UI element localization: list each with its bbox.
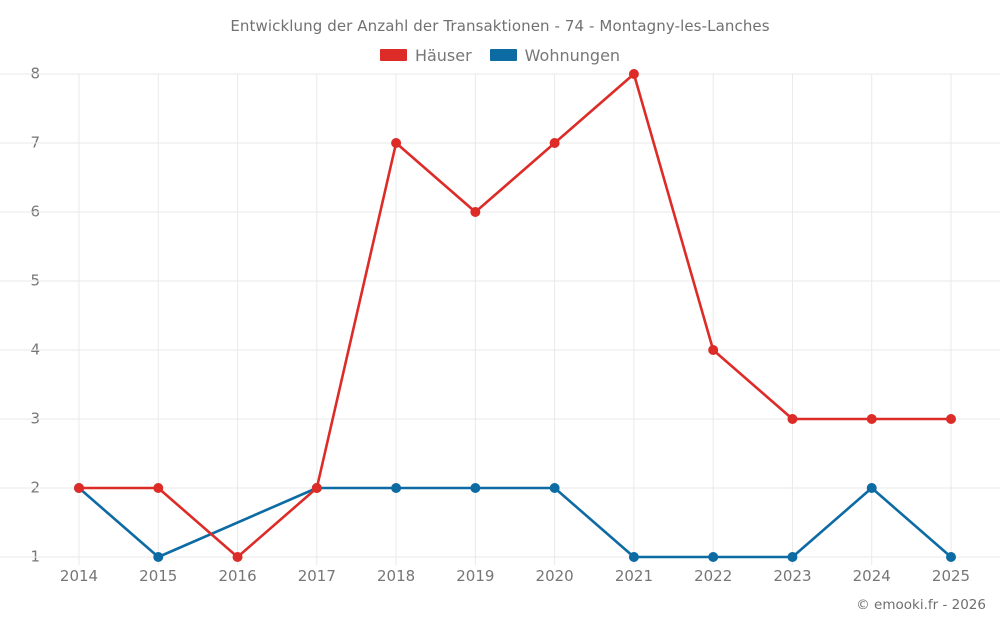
chart-title: Entwicklung der Anzahl der Transaktionen… [230, 17, 770, 35]
x-tick-label: 2022 [694, 567, 733, 585]
x-tick-label: 2016 [218, 567, 257, 585]
data-point-hauser[interactable] [470, 207, 481, 217]
data-point-hauser[interactable] [866, 414, 877, 424]
plot-area [0, 69, 1000, 565]
plot-svg [0, 69, 1000, 565]
data-point-wohnungen[interactable] [470, 483, 481, 493]
chart-legend: Häuser Wohnungen [0, 43, 1000, 67]
legend-label-hauser: Häuser [414, 45, 472, 65]
data-point-hauser[interactable] [549, 138, 560, 148]
series-layer [74, 69, 956, 562]
x-tick-label: 2023 [773, 567, 812, 585]
data-point-wohnungen[interactable] [628, 552, 639, 562]
x-axis: 2014 2015 2016 2017 2018 2019 2020 2021 2022 2023… [47, 569, 985, 591]
data-point-wohnungen[interactable] [549, 483, 560, 493]
x-tick-label: 2024 [852, 567, 891, 585]
legend-item-wohnungen[interactable]: Wohnungen [489, 45, 621, 65]
series-line-wohnungen [77, 486, 953, 559]
x-tick-label: 2017 [297, 567, 336, 585]
data-point-hauser[interactable] [153, 483, 164, 493]
x-tick-label: 2020 [535, 567, 574, 585]
data-point-wohnungen[interactable] [787, 552, 798, 562]
data-point-hauser[interactable] [628, 69, 639, 79]
x-tick-label: 2014 [59, 567, 99, 585]
x-tick-label: 2021 [614, 567, 653, 585]
gridlines [0, 73, 1000, 565]
x-tick-label: 2018 [376, 567, 416, 585]
data-point-hauser[interactable] [787, 414, 798, 424]
data-point-wohnungen[interactable] [391, 483, 402, 493]
legend-label-wohnungen: Wohnungen [524, 45, 621, 65]
data-point-hauser[interactable] [708, 345, 719, 355]
data-point-hauser[interactable] [391, 138, 402, 148]
legend-swatch-hauser [379, 49, 407, 61]
x-tick-label: 2025 [931, 567, 971, 585]
data-point-wohnungen[interactable] [708, 552, 719, 562]
x-tick-label: 2015 [139, 567, 178, 585]
data-point-hauser[interactable] [946, 414, 956, 424]
series-line-hauser [77, 72, 953, 559]
data-point-wohnungen[interactable] [866, 483, 877, 493]
data-point-hauser[interactable] [232, 552, 243, 562]
legend-item-hauser[interactable]: Häuser [379, 45, 472, 65]
x-tick-label: 2019 [456, 567, 495, 585]
data-point-wohnungen[interactable] [153, 552, 164, 562]
data-point-wohnungen[interactable] [946, 552, 956, 562]
data-point-hauser[interactable] [74, 483, 84, 493]
footer-credit: © emooki.fr - 2026 [856, 597, 986, 613]
legend-swatch-wohnungen [489, 49, 517, 61]
data-point-hauser[interactable] [311, 483, 322, 493]
